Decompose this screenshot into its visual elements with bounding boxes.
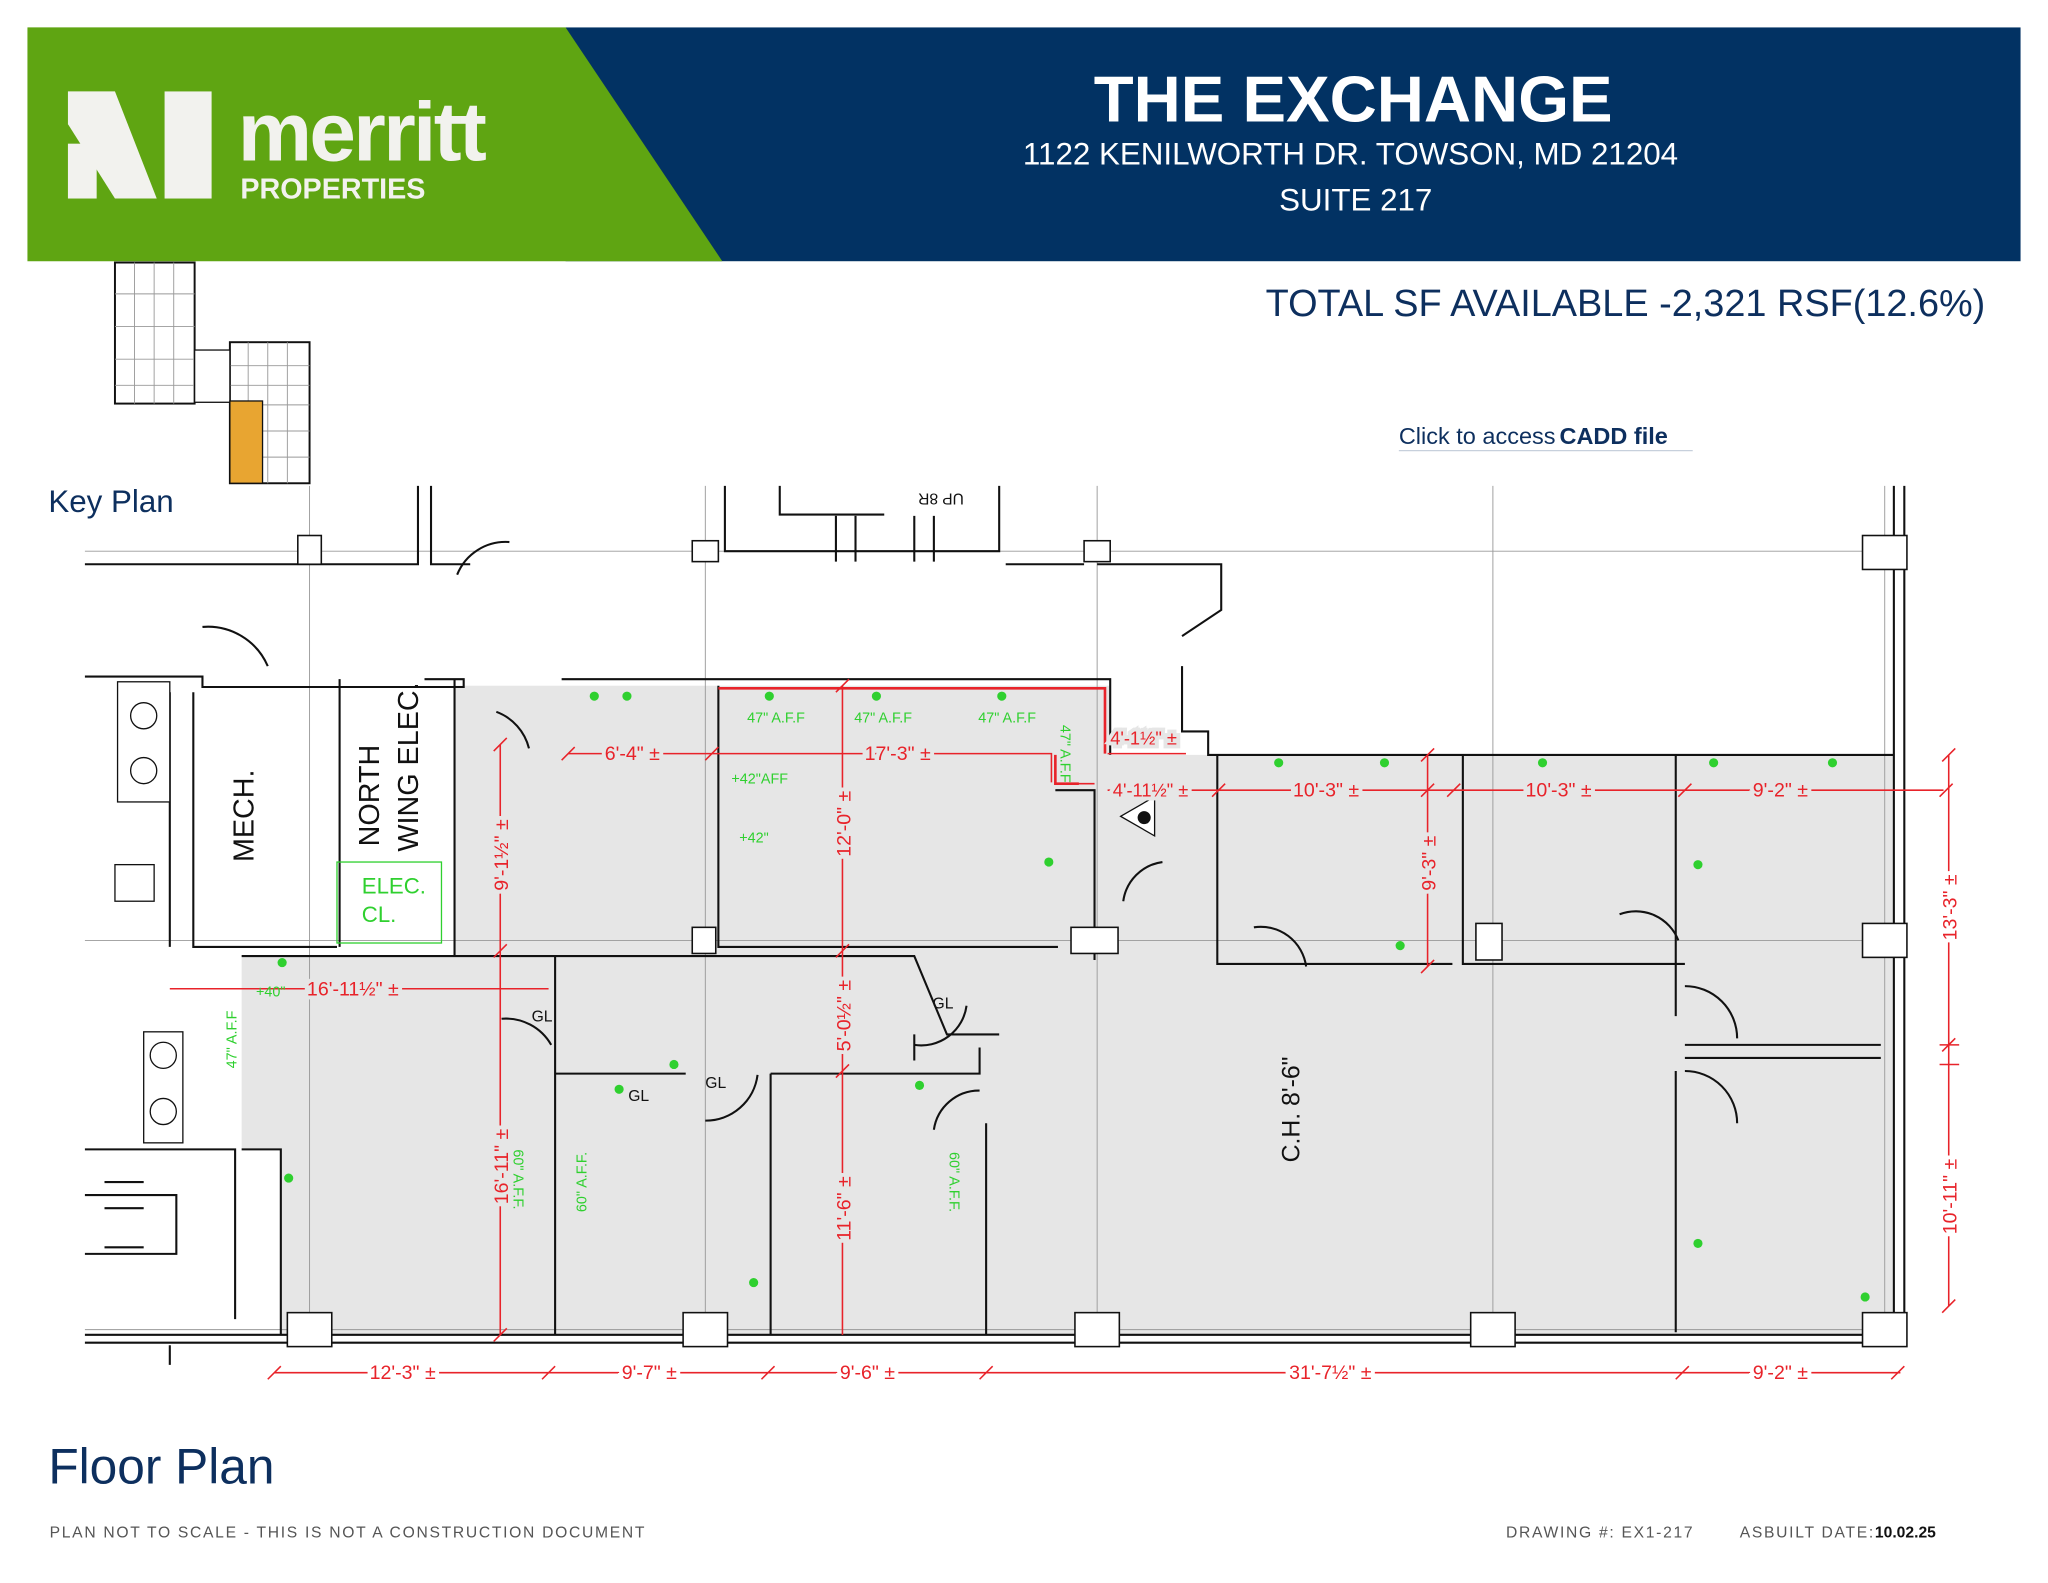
key-plan-suite-highlight [229, 400, 264, 484]
cadd-link-bold[interactable]: CADD file [1559, 423, 1667, 449]
dimension-label: 16'-11½" ± [307, 978, 399, 1000]
dimension-label: 31'-7½" ± [1289, 1362, 1372, 1384]
dimension-label: 5'-0½" ± [833, 980, 855, 1052]
suite-boundary-marker [718, 687, 1107, 785]
outlet-note: +42" [739, 830, 768, 846]
dimension-label: 13'-3" ± [1940, 874, 1962, 940]
dimension-label: 4'-11½" ± [1113, 780, 1189, 801]
glass-label: GL [705, 1075, 726, 1092]
cadd-link-prefix[interactable]: Click to access [1399, 423, 1556, 449]
brand-sub: PROPERTIES [240, 174, 425, 206]
disclaimer-text: PLAN NOT TO SCALE - THIS IS NOT A CONSTR… [50, 1524, 647, 1541]
room-label-wing-elec: WING ELEC. [393, 682, 425, 851]
outlet-note: 60" A.F.F. [509, 1149, 525, 1209]
dimension-label: 4'-1½" ± [1110, 727, 1177, 748]
building-title: THE EXCHANGE [1094, 62, 1613, 135]
key-plan-label: Key Plan [48, 484, 173, 519]
suite-number: SUITE 217 [1279, 182, 1432, 217]
logo-m-mark-foot [67, 143, 97, 199]
elec-closet-outline [336, 861, 443, 944]
asbuilt-label: ASBUILT DATE: [1740, 1524, 1875, 1541]
glass-label: GL [532, 1008, 553, 1025]
asbuilt-date-value: 10.02.25 [1875, 1524, 1936, 1541]
header-navy-band [565, 27, 2021, 262]
dimension-label: 9'-3" ± [1418, 835, 1440, 890]
floor-plan-drawing [84, 485, 1960, 1380]
outlet-note: 47" A.F.F [224, 1010, 240, 1068]
outlet-note: 47" A.F.F [747, 710, 805, 726]
building-address: 1122 KENILWORTH DR. TOWSON, MD 21204 [1023, 137, 1678, 172]
outlet-markers [277, 691, 1870, 1302]
header-green-band [27, 27, 723, 262]
outlet-note: 47" A.F.F [1057, 725, 1073, 783]
suite-area [241, 685, 1894, 1335]
outlet-note: +42"AFF [731, 772, 788, 788]
dimension-label: 17'-3" ± [865, 743, 931, 765]
camera-symbol-icon [1119, 795, 1156, 838]
dimension-label: 9'-7" ± [622, 1362, 677, 1384]
structural-columns [286, 534, 1908, 1348]
outlet-note: 60" A.F.F. [574, 1152, 590, 1212]
glass-label: GL [628, 1088, 649, 1105]
dimension-label: 10'-3" ± [1293, 780, 1359, 802]
outlet-note: 60" A.F.F. [946, 1152, 962, 1212]
outlet-note: 47" A.F.F [854, 710, 912, 726]
stair-label: UP 8R [918, 490, 964, 507]
total-sf-available: TOTAL SF AVAILABLE -2,321 RSF(12.6%) [1266, 283, 1986, 325]
asbuilt-date: ASBUILT DATE:10.02.25 [1740, 1524, 1936, 1541]
dimension-label: 16'-11" ± [491, 1128, 513, 1204]
room-label-mech: MECH. [228, 769, 260, 862]
dimension-label: 9'-6" ± [840, 1362, 895, 1384]
cadd-file-link[interactable]: Click to access CADD file [1399, 423, 1693, 452]
dimension-label: 9'-2" ± [1753, 1362, 1808, 1384]
logo-m-mark-left [67, 91, 157, 199]
brand-name: merritt [238, 85, 486, 179]
dimension-label: 9'-2" ± [1753, 780, 1808, 802]
outlet-note: 47" A.F.F [978, 710, 1036, 726]
logo-m-mark-right [164, 91, 212, 199]
ceiling-height-label: C.H. 8'-6" [1279, 1057, 1306, 1163]
glass-label: GL [933, 995, 954, 1012]
room-label-cl: CL. [362, 902, 397, 927]
dimension-label: 10'-3" ± [1526, 780, 1592, 802]
drawing-number: DRAWING #: EX1-217 [1506, 1524, 1694, 1541]
dimension-label: 12'-0" ± [833, 790, 855, 856]
room-label-north: NORTH [354, 745, 386, 847]
camera-lens-icon [1137, 811, 1151, 825]
merritt-logo: merritt PROPERTIES [67, 85, 489, 206]
dimension-label: 12'-3" ± [370, 1362, 436, 1384]
dimension-label: 11'-6" ± [833, 1176, 855, 1241]
room-label-elec: ELEC. [362, 873, 426, 898]
floor-plan-title: Floor Plan [48, 1439, 274, 1495]
header-banner: merritt PROPERTIES THE EXCHANGE 1122 KEN… [27, 27, 2021, 262]
dimension-label: 10'-11" ± [1940, 1159, 1962, 1235]
dimension-label: 6'-4" ± [605, 743, 660, 765]
key-plan-map [113, 261, 311, 485]
outlet-note: +40" [256, 985, 285, 1001]
restroom-fixtures [114, 681, 184, 1144]
dimension-label: 9'-1½" ± [491, 819, 513, 891]
